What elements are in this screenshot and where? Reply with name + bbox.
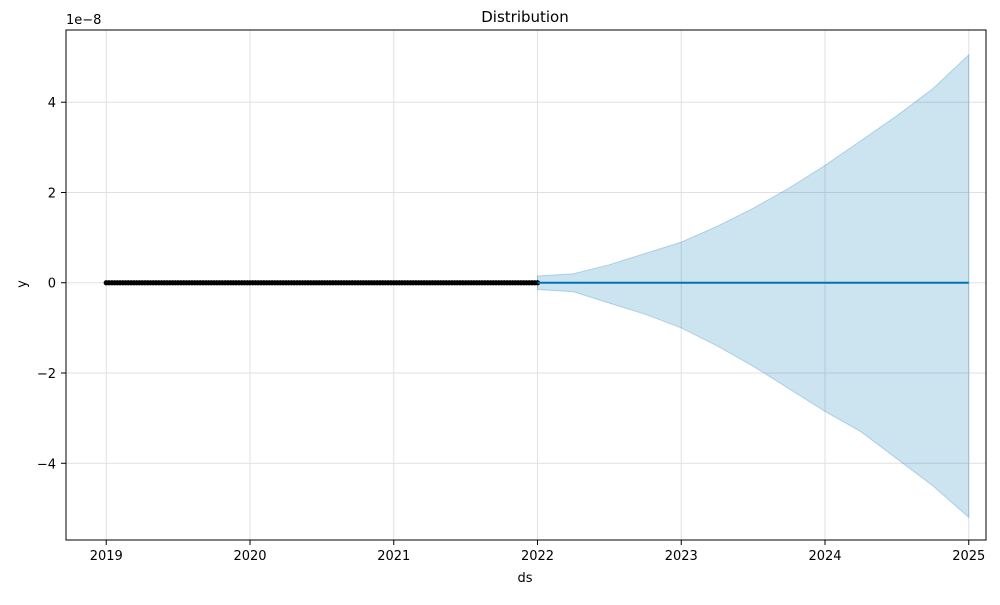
uncertainty-band-area (537, 53, 970, 519)
uncertainty-band (537, 53, 970, 519)
y-tick-label: 0 (48, 277, 56, 292)
y-tick-label: 2 (48, 186, 56, 201)
y-scale-offset-label: 1e−8 (66, 13, 101, 28)
x-axis-label: ds (517, 571, 532, 586)
y-axis-label: y (15, 280, 30, 288)
axes (61, 29, 987, 545)
x-tick-label: 2024 (808, 549, 841, 564)
series (103, 280, 969, 286)
chart-title: Distribution (481, 8, 569, 26)
y-tick-label: −4 (37, 457, 56, 472)
tick-labels: 2019 2020 2021 2022 2023 2024 2025 4 2 0 −2 −4 (37, 96, 985, 564)
plot-frame (65, 29, 987, 541)
x-tick-label: 2025 (952, 549, 985, 564)
x-tick-label: 2021 (377, 549, 410, 564)
y-tick-label: −2 (37, 367, 56, 382)
x-tick-label: 2023 (665, 549, 698, 564)
y-tick-label: 4 (48, 96, 56, 111)
x-tick-label: 2019 (90, 549, 123, 564)
x-tick-label: 2022 (521, 549, 554, 564)
x-tick-label: 2020 (233, 549, 266, 564)
